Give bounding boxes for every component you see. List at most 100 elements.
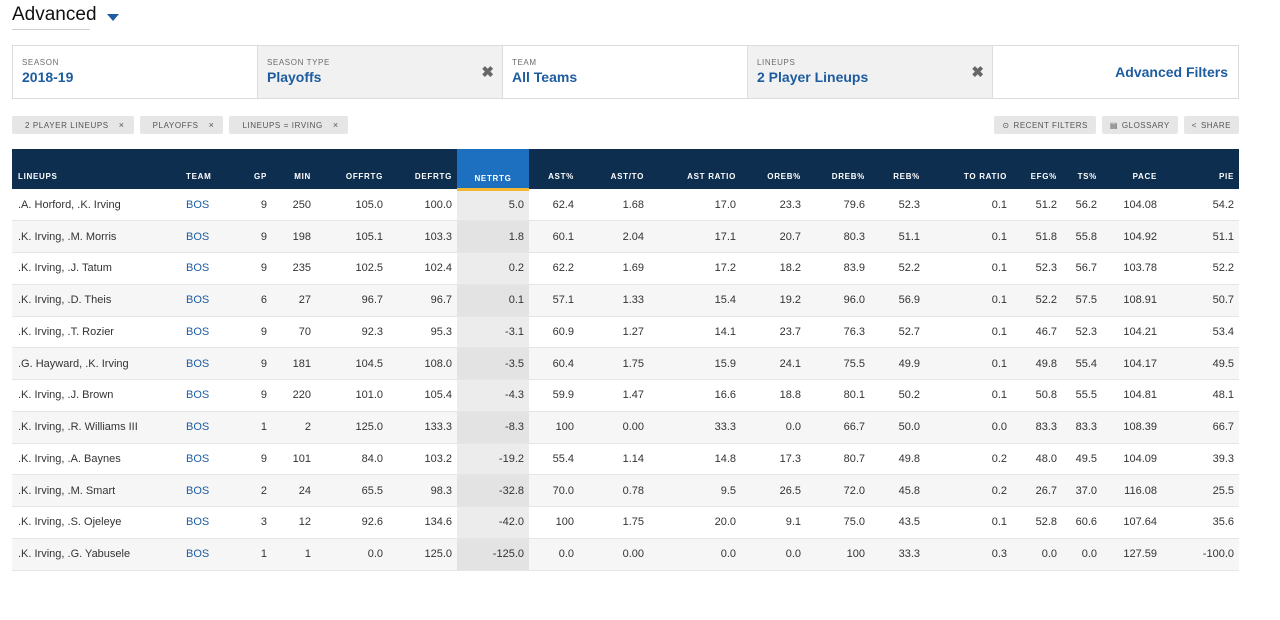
team-link[interactable]: BOS	[186, 389, 210, 402]
share-button[interactable]: < SHARE	[1183, 116, 1239, 134]
stat-cell: 51.1	[1212, 230, 1234, 243]
stat-cell: 1.14	[622, 452, 644, 465]
close-icon[interactable]: ×	[208, 120, 215, 130]
column-header[interactable]: TO RATIO	[963, 172, 1007, 181]
stat-cell: 2	[260, 484, 267, 497]
table-row: .K. Irving, .G. Yabusele BOS 1 1 0.0 125.0 -12…	[12, 538, 1239, 570]
column-header[interactable]: NETRTG	[457, 149, 529, 191]
filter-lineups[interactable]: LINEUPS 2 Player Lineups ✖	[748, 46, 993, 98]
stat-cell: 70.0	[552, 484, 574, 497]
table-row: .K. Irving, .M. Smart BOS 2 24 65.5 98.3 -32.8…	[12, 474, 1239, 507]
column-header[interactable]: EFG%	[1030, 172, 1057, 181]
table-row: .G. Hayward, .K. Irving BOS 9 181 104.5 108.0…	[12, 347, 1239, 380]
stat-cell: 17.1	[714, 230, 736, 243]
filter-chip[interactable]: PLAYOFFS ×	[139, 116, 224, 134]
close-icon[interactable]: ×	[118, 120, 125, 130]
filter-value[interactable]: 2018-19	[22, 69, 74, 85]
stat-cell: 134.6	[424, 516, 452, 529]
team-link[interactable]: BOS	[186, 516, 210, 529]
column-header[interactable]: PIE	[1219, 172, 1234, 181]
stat-cell: 19.2	[779, 294, 801, 307]
stat-cell: 23.7	[779, 325, 801, 338]
stat-cell: 98.3	[430, 484, 452, 497]
filter-caption: SEASON	[22, 58, 59, 67]
advanced-filters-button[interactable]: Advanced Filters	[993, 46, 1238, 98]
team-link[interactable]: BOS	[186, 325, 210, 338]
team-link[interactable]: BOS	[186, 262, 210, 275]
filter-value[interactable]: 2 Player Lineups	[757, 69, 869, 85]
mode-label[interactable]: Advanced	[12, 4, 97, 30]
column-header[interactable]: AST RATIO	[687, 172, 736, 181]
advanced-filters-label[interactable]: Advanced Filters	[1115, 64, 1228, 80]
team-link[interactable]: BOS	[186, 198, 210, 211]
filter-chip[interactable]: LINEUPS = IRVING ×	[229, 116, 348, 134]
close-icon[interactable]: ✖	[481, 64, 494, 81]
column-header[interactable]: TS%	[1077, 172, 1097, 181]
team-link[interactable]: BOS	[186, 548, 210, 561]
stat-cell: -32.8	[457, 474, 529, 507]
stat-cell: 52.3	[898, 198, 920, 211]
stat-cell: 100.0	[424, 198, 452, 211]
filter-season[interactable]: SEASON 2018-19	[13, 46, 258, 98]
team-link[interactable]: BOS	[186, 421, 210, 434]
column-header[interactable]: AST/TO	[610, 172, 644, 181]
team-link[interactable]: BOS	[186, 294, 210, 307]
column-header[interactable]: GP	[254, 172, 267, 181]
stat-cell: 0.0	[991, 421, 1007, 434]
stat-cell: 37.0	[1075, 484, 1097, 497]
stat-cell: 198	[292, 230, 311, 243]
stat-cell: 62.2	[552, 262, 574, 275]
stat-cell: 1.47	[622, 389, 644, 402]
mode-dropdown[interactable]: Advanced	[12, 4, 119, 30]
close-icon[interactable]: ×	[332, 120, 339, 130]
stat-cell: 55.5	[1075, 389, 1097, 402]
stat-cell: 101	[292, 452, 311, 465]
filter-season-type[interactable]: SEASON TYPE Playoffs ✖	[258, 46, 503, 98]
column-header[interactable]: DEFRTG	[414, 172, 452, 181]
close-icon[interactable]: ✖	[971, 64, 984, 81]
team-link[interactable]: BOS	[186, 357, 210, 370]
column-header[interactable]: OREB%	[767, 172, 801, 181]
filter-value[interactable]: All Teams	[512, 69, 578, 85]
glossary-button[interactable]: ▤ GLOSSARY	[1101, 116, 1178, 134]
table-row: .K. Irving, .J. Brown BOS 9 220 101.0 105.4 -4…	[12, 379, 1239, 412]
stat-cell: 235	[292, 262, 311, 275]
column-header[interactable]: MIN	[294, 172, 311, 181]
stat-cell: 62.4	[552, 198, 574, 211]
column-header[interactable]: OFFRTG	[345, 172, 383, 181]
stat-cell: 56.2	[1075, 198, 1097, 211]
filter-team[interactable]: TEAM All Teams	[503, 46, 748, 98]
column-header[interactable]: AST%	[548, 172, 574, 181]
filter-chip[interactable]: 2 PLAYER LINEUPS ×	[12, 116, 134, 134]
team-link[interactable]: BOS	[186, 230, 210, 243]
stat-cell: 53.4	[1212, 325, 1234, 338]
filter-value[interactable]: Playoffs	[267, 69, 322, 85]
recent-filters-button[interactable]: ⊙ RECENT FILTERS	[994, 116, 1096, 134]
stat-cell: 52.2	[1035, 294, 1057, 307]
stat-cell: 104.17	[1123, 357, 1157, 370]
stat-cell: 18.2	[779, 262, 801, 275]
lineup-name: .K. Irving, .S. Ojeleye	[18, 516, 122, 529]
column-header[interactable]: TEAM	[186, 172, 212, 181]
stat-cell: 0.0	[558, 548, 574, 561]
table-row: .K. Irving, .D. Theis BOS 6 27 96.7 96.7 0.1 57…	[12, 284, 1239, 316]
stat-cell: 9	[260, 262, 267, 275]
chevron-down-icon[interactable]	[107, 13, 119, 21]
stat-cell: 24	[298, 484, 311, 497]
column-header[interactable]: DREB%	[831, 172, 865, 181]
stat-cell: 0.0	[785, 421, 801, 434]
stat-cell: 25.5	[1212, 484, 1234, 497]
table-body: .A. Horford, .K. Irving BOS 9 250 105.0 100.0…	[12, 189, 1239, 570]
lineup-name: .K. Irving, .R. Williams III	[18, 421, 138, 434]
stat-cell: 108.39	[1123, 421, 1157, 434]
team-link[interactable]: BOS	[186, 452, 210, 465]
stat-cell: 0.1	[991, 357, 1007, 370]
stat-cell: 51.2	[1035, 198, 1057, 211]
table-header-row: LINEUPS TEAM GP MIN OFFRTG DEFRTG NETRTG AST% AS…	[12, 149, 1239, 191]
column-header[interactable]: REB%	[893, 172, 920, 181]
column-header[interactable]: PACE	[1132, 172, 1157, 181]
stat-cell: 80.1	[843, 389, 865, 402]
team-link[interactable]: BOS	[186, 484, 210, 497]
column-header[interactable]: LINEUPS	[18, 172, 58, 181]
stat-cell: 17.2	[714, 262, 736, 275]
